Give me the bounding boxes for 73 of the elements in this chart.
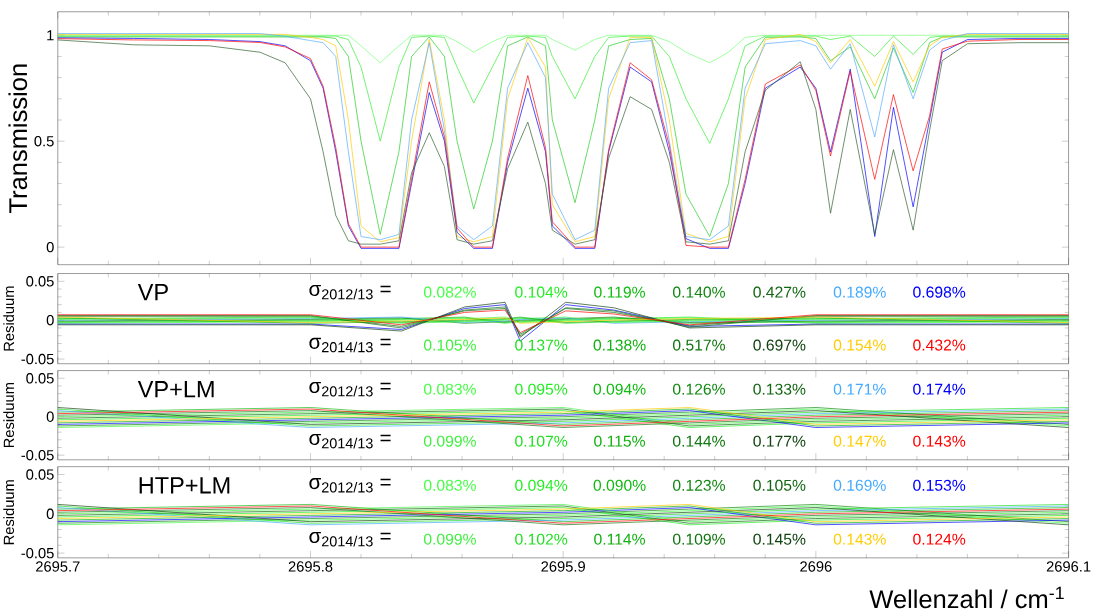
series-label: 0.095% <box>515 383 568 395</box>
y-tick-label: 0 <box>46 411 54 423</box>
x-tick-label: 2695.7 <box>36 561 80 572</box>
series-label: 0.094% <box>593 383 646 395</box>
series-label: 0.104% <box>515 286 568 298</box>
y-tick-label: 0 <box>46 242 54 253</box>
series-label: 0.432% <box>913 339 966 351</box>
annotation: σ$_{2014/13}$ = <box>309 338 391 353</box>
x-tick-label: 2695.9 <box>541 561 585 572</box>
annotation: σ$_{2012/13}$ = <box>309 382 391 397</box>
y-axis-title: Residuum <box>3 383 15 448</box>
series-label: 0.517% <box>672 339 726 351</box>
series-label: 0.171% <box>833 383 886 395</box>
series-label: 0.144% <box>672 435 726 447</box>
series-label: 0.174% <box>913 383 966 395</box>
y-axis-title: Transmission <box>8 64 28 214</box>
series-label: 0.137% <box>515 339 568 351</box>
series-label: 0.083% <box>423 383 476 395</box>
series-label: 0.143% <box>833 533 886 545</box>
series-label: 0.105% <box>423 339 476 351</box>
annotation: σ$_{2012/13}$ = <box>309 478 391 493</box>
annotation: σ$_{2014/13}$ = <box>309 532 391 547</box>
series-label: 0.143% <box>913 435 966 447</box>
x-tick-label: 2696.1 <box>1046 561 1091 572</box>
y-tick-label: 0.05 <box>26 276 54 287</box>
series-label: 0.126% <box>672 383 726 395</box>
series-label: 0.123% <box>672 479 726 491</box>
series-label: 0.138% <box>593 339 646 351</box>
series-label: 0.109% <box>672 533 726 545</box>
y-tick-label: 0 <box>46 508 54 520</box>
series-label: 0.094% <box>515 479 568 491</box>
series-label: 0.154% <box>833 339 886 351</box>
series-label: 0.090% <box>593 479 646 491</box>
y-tick-label: 1 <box>47 30 54 41</box>
series-label: 0.133% <box>753 383 806 395</box>
series-label: 0.102% <box>515 533 568 545</box>
chart-title: HTP+LM <box>139 477 230 494</box>
series-label: 0.145% <box>753 533 806 545</box>
series-label: 0.140% <box>672 286 726 298</box>
x-axis-title: Wellenzahl / cm$^{-1}$ <box>869 586 1064 609</box>
y-tick-label: 0.05 <box>26 373 54 384</box>
series-label: 0.114% <box>594 533 646 545</box>
y-tick-label: -0.05 <box>21 354 54 365</box>
series-label: 0.427% <box>753 286 806 298</box>
series-label: 0.124% <box>913 533 966 545</box>
y-tick-label: -0.05 <box>21 450 54 461</box>
series-label: 0.107% <box>515 435 568 447</box>
y-tick-label: 0.05 <box>26 469 54 480</box>
chart-title: VP+LM <box>137 381 214 398</box>
series-label: 0.082% <box>423 286 476 298</box>
y-axis-title: Residuum <box>3 480 15 545</box>
series-label: 0.697% <box>753 339 806 351</box>
y-tick-label: 0 <box>46 315 54 326</box>
annotation: σ$_{2012/13}$ = <box>309 285 391 300</box>
series-label: 0.099% <box>423 533 476 545</box>
chart-title: VP <box>137 284 168 301</box>
series-label: 0.189% <box>833 286 886 298</box>
annotation: σ$_{2014/13}$ = <box>309 434 391 449</box>
series-label: 0.147% <box>833 435 886 447</box>
series-label: 0.115% <box>594 435 646 447</box>
series-label: 0.099% <box>423 435 476 447</box>
series-label: 0.119% <box>594 286 646 298</box>
series-label: 0.169% <box>833 479 886 491</box>
series-label: 0.105% <box>753 479 806 491</box>
x-tick-label: 2695.8 <box>288 561 333 572</box>
y-axis-title: Residuum <box>3 286 15 351</box>
series-label: 0.153% <box>913 479 966 491</box>
y-tick-label: -0.05 <box>21 548 54 559</box>
series-label: 0.698% <box>913 286 966 298</box>
series-label: 0.083% <box>423 479 476 491</box>
y-tick-label: 0.5 <box>34 136 54 147</box>
series-label: 0.177% <box>753 435 806 447</box>
x-tick-label: 2696 <box>800 561 832 572</box>
